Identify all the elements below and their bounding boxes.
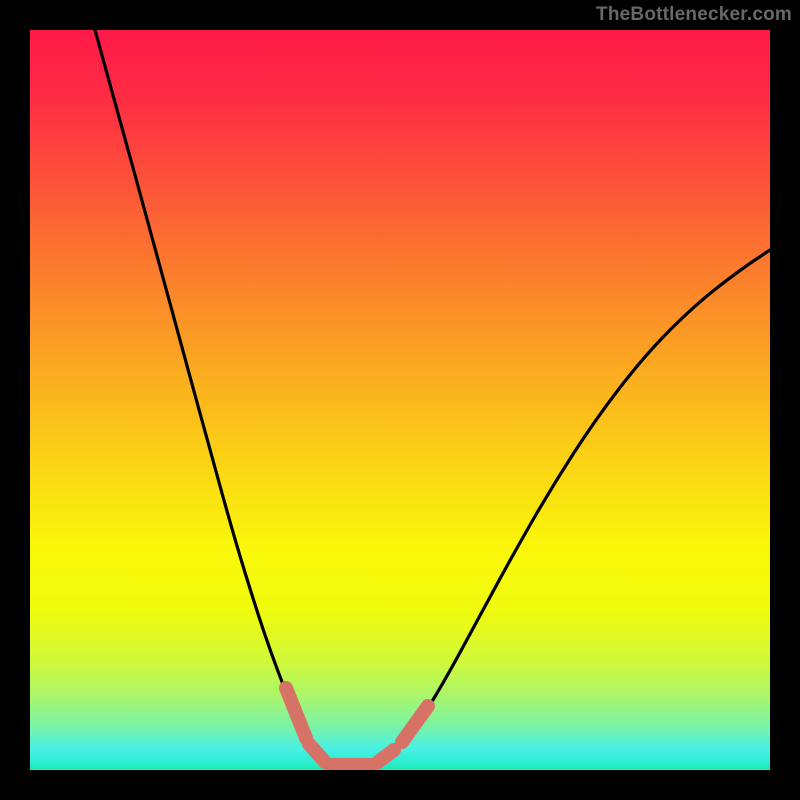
watermark-text: TheBottlenecker.com (596, 4, 792, 26)
plot-area (30, 30, 770, 770)
chart-frame: TheBottlenecker.com (0, 0, 800, 800)
gradient-background (30, 30, 770, 770)
